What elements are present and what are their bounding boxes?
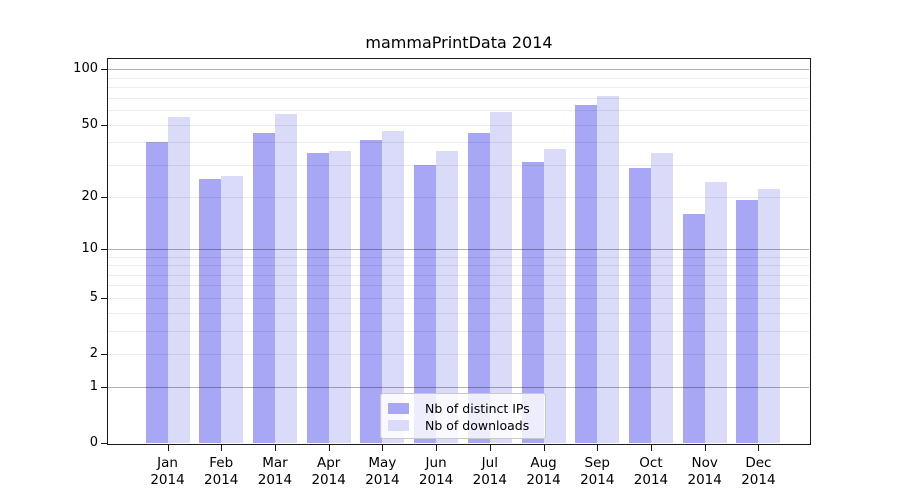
x-tick [328, 445, 330, 451]
y-tick [101, 354, 108, 356]
x-tick [382, 445, 384, 451]
x-tick-label-dec: Dec 2014 [741, 455, 776, 488]
legend-swatch-distinct-ips [388, 403, 409, 414]
bar-nb-of-downloads-may [382, 131, 405, 443]
y-tick [101, 443, 108, 444]
legend-swatch-downloads [388, 420, 409, 431]
x-tick-label-jul: Jul 2014 [472, 455, 507, 488]
y-tick [101, 124, 108, 126]
gridline-minor [108, 87, 809, 89]
x-tick-label-apr: Apr 2014 [311, 455, 346, 488]
bar-nb-of-downloads-mar [274, 114, 297, 443]
bar-nb-of-downloads-apr [328, 150, 351, 443]
bar-nb-of-downloads-oct [650, 152, 673, 443]
gridline-minor [108, 354, 809, 356]
bar-nb-of-distinct-ips-feb [199, 179, 222, 443]
y-tick-label: 0 [89, 435, 98, 450]
x-tick-label-mar: Mar 2014 [257, 455, 293, 488]
x-tick-label-oct: Oct 2014 [633, 455, 669, 488]
x-tick-label-jan: Jan 2014 [150, 455, 185, 488]
y-tick [101, 69, 108, 71]
bar-nb-of-distinct-ips-may [360, 140, 383, 443]
bar-nb-of-downloads-jun [436, 150, 459, 443]
plot-area: Nb of distinct IPs Nb of downloads 0 1 2 5 1… [73, 58, 811, 488]
gridline-minor [108, 312, 809, 314]
y-tick [101, 386, 108, 388]
x-tick [167, 445, 169, 451]
y-tick-label: 5 [89, 289, 98, 305]
y-tick [101, 297, 108, 299]
y-tick [101, 196, 108, 198]
gridline-minor [108, 165, 809, 166]
x-tick-label-jun: Jun 2014 [418, 455, 454, 488]
legend-label-downloads: Nb of downloads [425, 418, 530, 433]
bar-nb-of-distinct-ips-aug [521, 162, 544, 443]
x-tick [650, 445, 652, 451]
gridline-minor [108, 77, 809, 79]
legend: Nb of distinct IPs Nb of downloads [380, 393, 546, 439]
gridline-major [108, 69, 809, 71]
legend-label-distinct-ips: Nb of distinct IPs [425, 401, 530, 416]
bar-nb-of-distinct-ips-jul [467, 133, 490, 443]
x-tick [489, 445, 491, 451]
bar-nb-of-distinct-ips-sep [575, 105, 598, 443]
bar-nb-of-distinct-ips-jun [414, 165, 437, 443]
x-tick [221, 445, 223, 451]
bar-nb-of-distinct-ips-apr [306, 152, 329, 443]
gridline-minor [108, 285, 809, 287]
gridline-major [108, 386, 809, 388]
x-tick [436, 445, 438, 451]
gridline-minor [108, 265, 809, 267]
x-tick-label-may: May 2014 [365, 455, 400, 488]
y-tick-label: 20 [81, 188, 98, 204]
chart-title: mammaPrintData 2014 [365, 33, 553, 52]
y-tick-label: 100 [73, 61, 98, 77]
gridline-minor [108, 330, 809, 332]
x-tick-label-aug: Aug 2014 [526, 455, 561, 488]
bar-nb-of-distinct-ips-dec [736, 200, 759, 443]
gridline-minor [108, 97, 809, 99]
x-tick [543, 445, 545, 451]
y-tick [101, 248, 108, 250]
gridline-major [108, 248, 809, 250]
bar-nb-of-downloads-feb [221, 176, 244, 443]
x-tick [274, 445, 276, 451]
gridline-minor [108, 256, 809, 258]
x-tick [597, 445, 599, 451]
gridline-minor [108, 297, 809, 299]
bar-nb-of-distinct-ips-oct [628, 167, 651, 443]
x-tick-label-nov: Nov 2014 [687, 455, 722, 488]
y-tick-label: 2 [89, 346, 98, 362]
bar-nb-of-downloads-dec [758, 189, 781, 443]
bar-nb-of-distinct-ips-mar [252, 133, 275, 443]
gridline-minor [108, 110, 809, 112]
gridline-minor [108, 196, 809, 198]
x-tick-label-feb: Feb 2014 [204, 455, 239, 488]
y-tick-label: 1 [89, 378, 98, 394]
x-tick [758, 445, 760, 451]
bar-nb-of-downloads-jan [167, 117, 190, 443]
legend-item-downloads: Nb of downloads [388, 417, 537, 434]
bar-nb-of-downloads-aug [543, 148, 566, 443]
bar-nb-of-downloads-jul [489, 111, 512, 443]
x-tick [704, 445, 706, 451]
bar-nb-of-downloads-sep [597, 95, 620, 443]
bar-nb-of-distinct-ips-jan [145, 142, 168, 443]
y-tick-label: 50 [81, 116, 98, 132]
x-tick-label-sep: Sep 2014 [580, 455, 615, 488]
gridline-minor [108, 124, 809, 126]
bar-nb-of-downloads-nov [704, 182, 727, 443]
gridline-minor [108, 274, 809, 276]
bar-nb-of-distinct-ips-nov [682, 213, 705, 443]
legend-item-distinct-ips: Nb of distinct IPs [388, 400, 537, 417]
y-tick-label: 10 [81, 240, 98, 256]
gridline-minor [108, 142, 809, 144]
